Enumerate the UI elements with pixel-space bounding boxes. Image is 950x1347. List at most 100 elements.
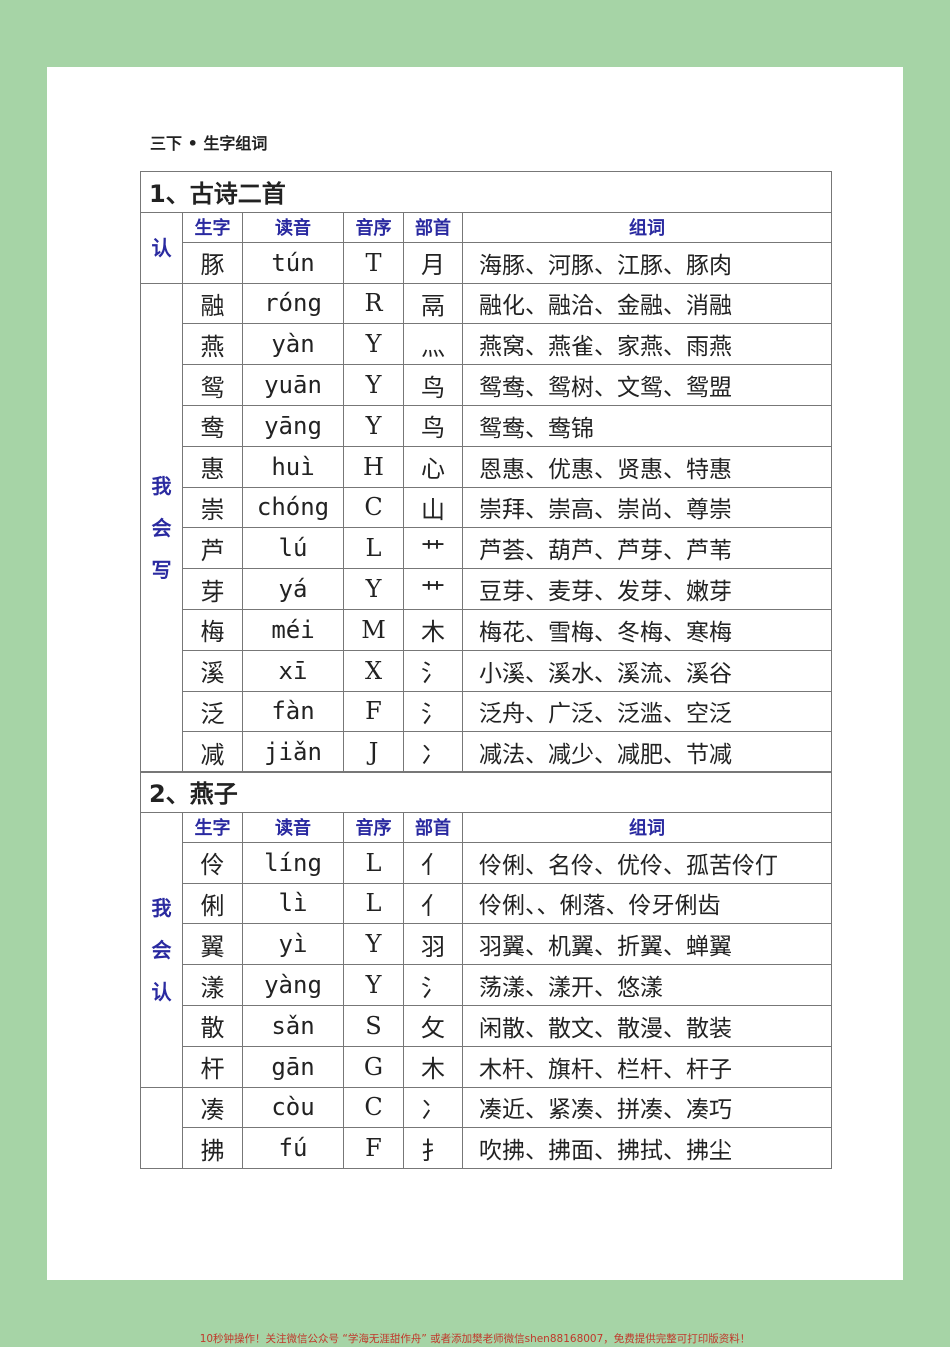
letter-cell: C bbox=[343, 1086, 404, 1129]
words-cell: 海豚、河豚、江豚、豚肉 bbox=[461, 241, 833, 284]
letter-cell: M bbox=[343, 608, 404, 651]
words-cell: 豆芽、麦芽、发芽、嫩芽 bbox=[461, 568, 833, 610]
group-label-char: 写 bbox=[151, 557, 172, 582]
letter-cell: Y bbox=[343, 964, 404, 1006]
table-row: 漾 yàng Y 氵荡漾、漾开、悠漾 bbox=[141, 964, 833, 1006]
letter-cell: H bbox=[343, 445, 404, 488]
words-cell: 伶俐、名伶、优伶、孤苦伶仃 bbox=[461, 841, 833, 884]
letter-cell: Y bbox=[343, 568, 404, 610]
column-header: 音序 bbox=[343, 211, 404, 243]
character-cell: 杆 bbox=[182, 1045, 243, 1088]
letter-cell: T bbox=[343, 241, 404, 284]
column-header: 读音 bbox=[242, 811, 344, 843]
table-row: 崇 chóng C 山崇拜、崇高、崇尚、尊崇 bbox=[141, 486, 833, 529]
pinyin-cell: yuān bbox=[242, 364, 344, 406]
words-cell: 泛舟、广泛、泛滥、空泛 bbox=[461, 690, 833, 733]
words-cell: 荡漾、漾开、悠漾 bbox=[461, 964, 833, 1006]
pinyin-cell: gān bbox=[242, 1045, 344, 1088]
section-table-1: 1、古诗二首认生字 读音 音序 部首 组词豚 tún T 月海豚、河豚、江豚、豚肉我会写融 ró… bbox=[139, 171, 833, 774]
pinyin-cell: fú bbox=[242, 1127, 344, 1170]
pinyin-cell: xī bbox=[242, 649, 344, 692]
letter-cell: Y bbox=[343, 323, 404, 366]
radical-cell: 灬 bbox=[403, 323, 463, 366]
table-row: 俐 lì L 亻伶俐、、俐落、伶牙俐齿 bbox=[141, 882, 833, 925]
group-label-char: 认 bbox=[151, 979, 172, 1004]
words-cell: 闲散、散文、散漫、散装 bbox=[461, 1004, 833, 1047]
worksheet-page: 三下 • 生字组词 1、古诗二首认生字 读音 音序 部首 组词豚 tún T 月海豚、河豚、江… bbox=[47, 67, 903, 1280]
group-label bbox=[140, 1086, 183, 1170]
pinyin-cell: yì bbox=[242, 923, 344, 966]
pinyin-cell: róng bbox=[242, 282, 344, 325]
table-row: 梅 méi M 木梅花、雪梅、冬梅、寒梅 bbox=[141, 608, 833, 651]
character-cell: 鸯 bbox=[182, 404, 243, 447]
radical-cell: 鬲 bbox=[403, 282, 463, 325]
pinyin-cell: méi bbox=[242, 608, 344, 651]
character-cell: 融 bbox=[182, 282, 243, 325]
words-cell: 减法、减少、减肥、节减 bbox=[461, 731, 833, 774]
pinyin-cell: tún bbox=[242, 241, 344, 284]
pinyin-cell: lú bbox=[242, 527, 344, 570]
words-cell: 融化、融洽、金融、消融 bbox=[461, 282, 833, 325]
radical-cell: 冫 bbox=[403, 731, 463, 774]
character-cell: 拂 bbox=[182, 1127, 243, 1170]
table-row: 泛 fàn F 氵泛舟、广泛、泛滥、空泛 bbox=[141, 690, 833, 733]
pinyin-cell: líng bbox=[242, 841, 344, 884]
words-cell: 羽翼、机翼、折翼、蝉翼 bbox=[461, 923, 833, 966]
table-row: 鸯 yāng Y 鸟鸳鸯、鸯锦 bbox=[141, 404, 833, 447]
radical-cell: 氵 bbox=[403, 690, 463, 733]
radical-cell: 攵 bbox=[403, 1004, 463, 1047]
radical-cell: 艹 bbox=[403, 568, 463, 610]
pinyin-cell: jiǎn bbox=[242, 731, 344, 774]
table-row: 杆 gān G 木木杆、旗杆、栏杆、杆子 bbox=[141, 1045, 833, 1088]
column-header: 生字 bbox=[182, 811, 243, 843]
letter-cell: R bbox=[343, 282, 404, 325]
letter-cell: Y bbox=[343, 923, 404, 966]
pinyin-cell: yá bbox=[242, 568, 344, 610]
radical-cell: 月 bbox=[403, 241, 463, 284]
words-cell: 恩惠、优惠、贤惠、特惠 bbox=[461, 445, 833, 488]
radical-cell: 羽 bbox=[403, 923, 463, 966]
letter-cell: L bbox=[343, 882, 404, 925]
character-cell: 芦 bbox=[182, 527, 243, 570]
radical-cell: 山 bbox=[403, 486, 463, 529]
radical-cell: 冫 bbox=[403, 1086, 463, 1129]
character-cell: 溪 bbox=[182, 649, 243, 692]
character-cell: 惠 bbox=[182, 445, 243, 488]
table-row: 鸳 yuān Y 鸟鸳鸯、鸳树、文鸳、鸳盟 bbox=[141, 364, 833, 406]
radical-cell: 艹 bbox=[403, 527, 463, 570]
group-label: 我会认 bbox=[140, 811, 183, 1088]
letter-cell: X bbox=[343, 649, 404, 692]
radical-cell: 鸟 bbox=[403, 404, 463, 447]
character-cell: 减 bbox=[182, 731, 243, 774]
character-cell: 鸳 bbox=[182, 364, 243, 406]
letter-cell: J bbox=[343, 731, 404, 774]
radical-cell: 扌 bbox=[403, 1127, 463, 1170]
group-label: 我会写 bbox=[140, 282, 183, 774]
table-row: 减 jiǎn J 冫减法、减少、减肥、节减 bbox=[141, 731, 833, 774]
pinyin-cell: huì bbox=[242, 445, 344, 488]
character-cell: 崇 bbox=[182, 486, 243, 529]
character-cell: 翼 bbox=[182, 923, 243, 966]
promo-footer: 10秒钟操作！关注微信公众号 “学海无涯甜作舟” 或者添加樊老师微信shen88… bbox=[199, 1333, 751, 1345]
table-row: 伶 líng L 亻伶俐、名伶、优伶、孤苦伶仃 bbox=[141, 841, 833, 884]
radical-cell: 木 bbox=[403, 1045, 463, 1088]
words-cell: 芦荟、葫芦、芦芽、芦苇 bbox=[461, 527, 833, 570]
column-header: 读音 bbox=[242, 211, 344, 243]
column-header: 音序 bbox=[343, 811, 404, 843]
pinyin-cell: sǎn bbox=[242, 1004, 344, 1047]
radical-cell: 氵 bbox=[403, 649, 463, 692]
pinyin-cell: yàn bbox=[242, 323, 344, 366]
group-label-char: 会 bbox=[151, 937, 172, 962]
table-row: 溪 xī X 氵小溪、溪水、溪流、溪谷 bbox=[141, 649, 833, 692]
radical-cell: 亻 bbox=[403, 841, 463, 884]
letter-cell: F bbox=[343, 690, 404, 733]
letter-cell: F bbox=[343, 1127, 404, 1170]
column-header: 生字 bbox=[182, 211, 243, 243]
character-cell: 漾 bbox=[182, 964, 243, 1006]
table-row: 燕 yàn Y 灬燕窝、燕雀、家燕、雨燕 bbox=[141, 323, 833, 366]
table-row: 散 sǎn S 攵闲散、散文、散漫、散装 bbox=[141, 1004, 833, 1047]
character-cell: 散 bbox=[182, 1004, 243, 1047]
letter-cell: C bbox=[343, 486, 404, 529]
letter-cell: L bbox=[343, 841, 404, 884]
letter-cell: S bbox=[343, 1004, 404, 1047]
